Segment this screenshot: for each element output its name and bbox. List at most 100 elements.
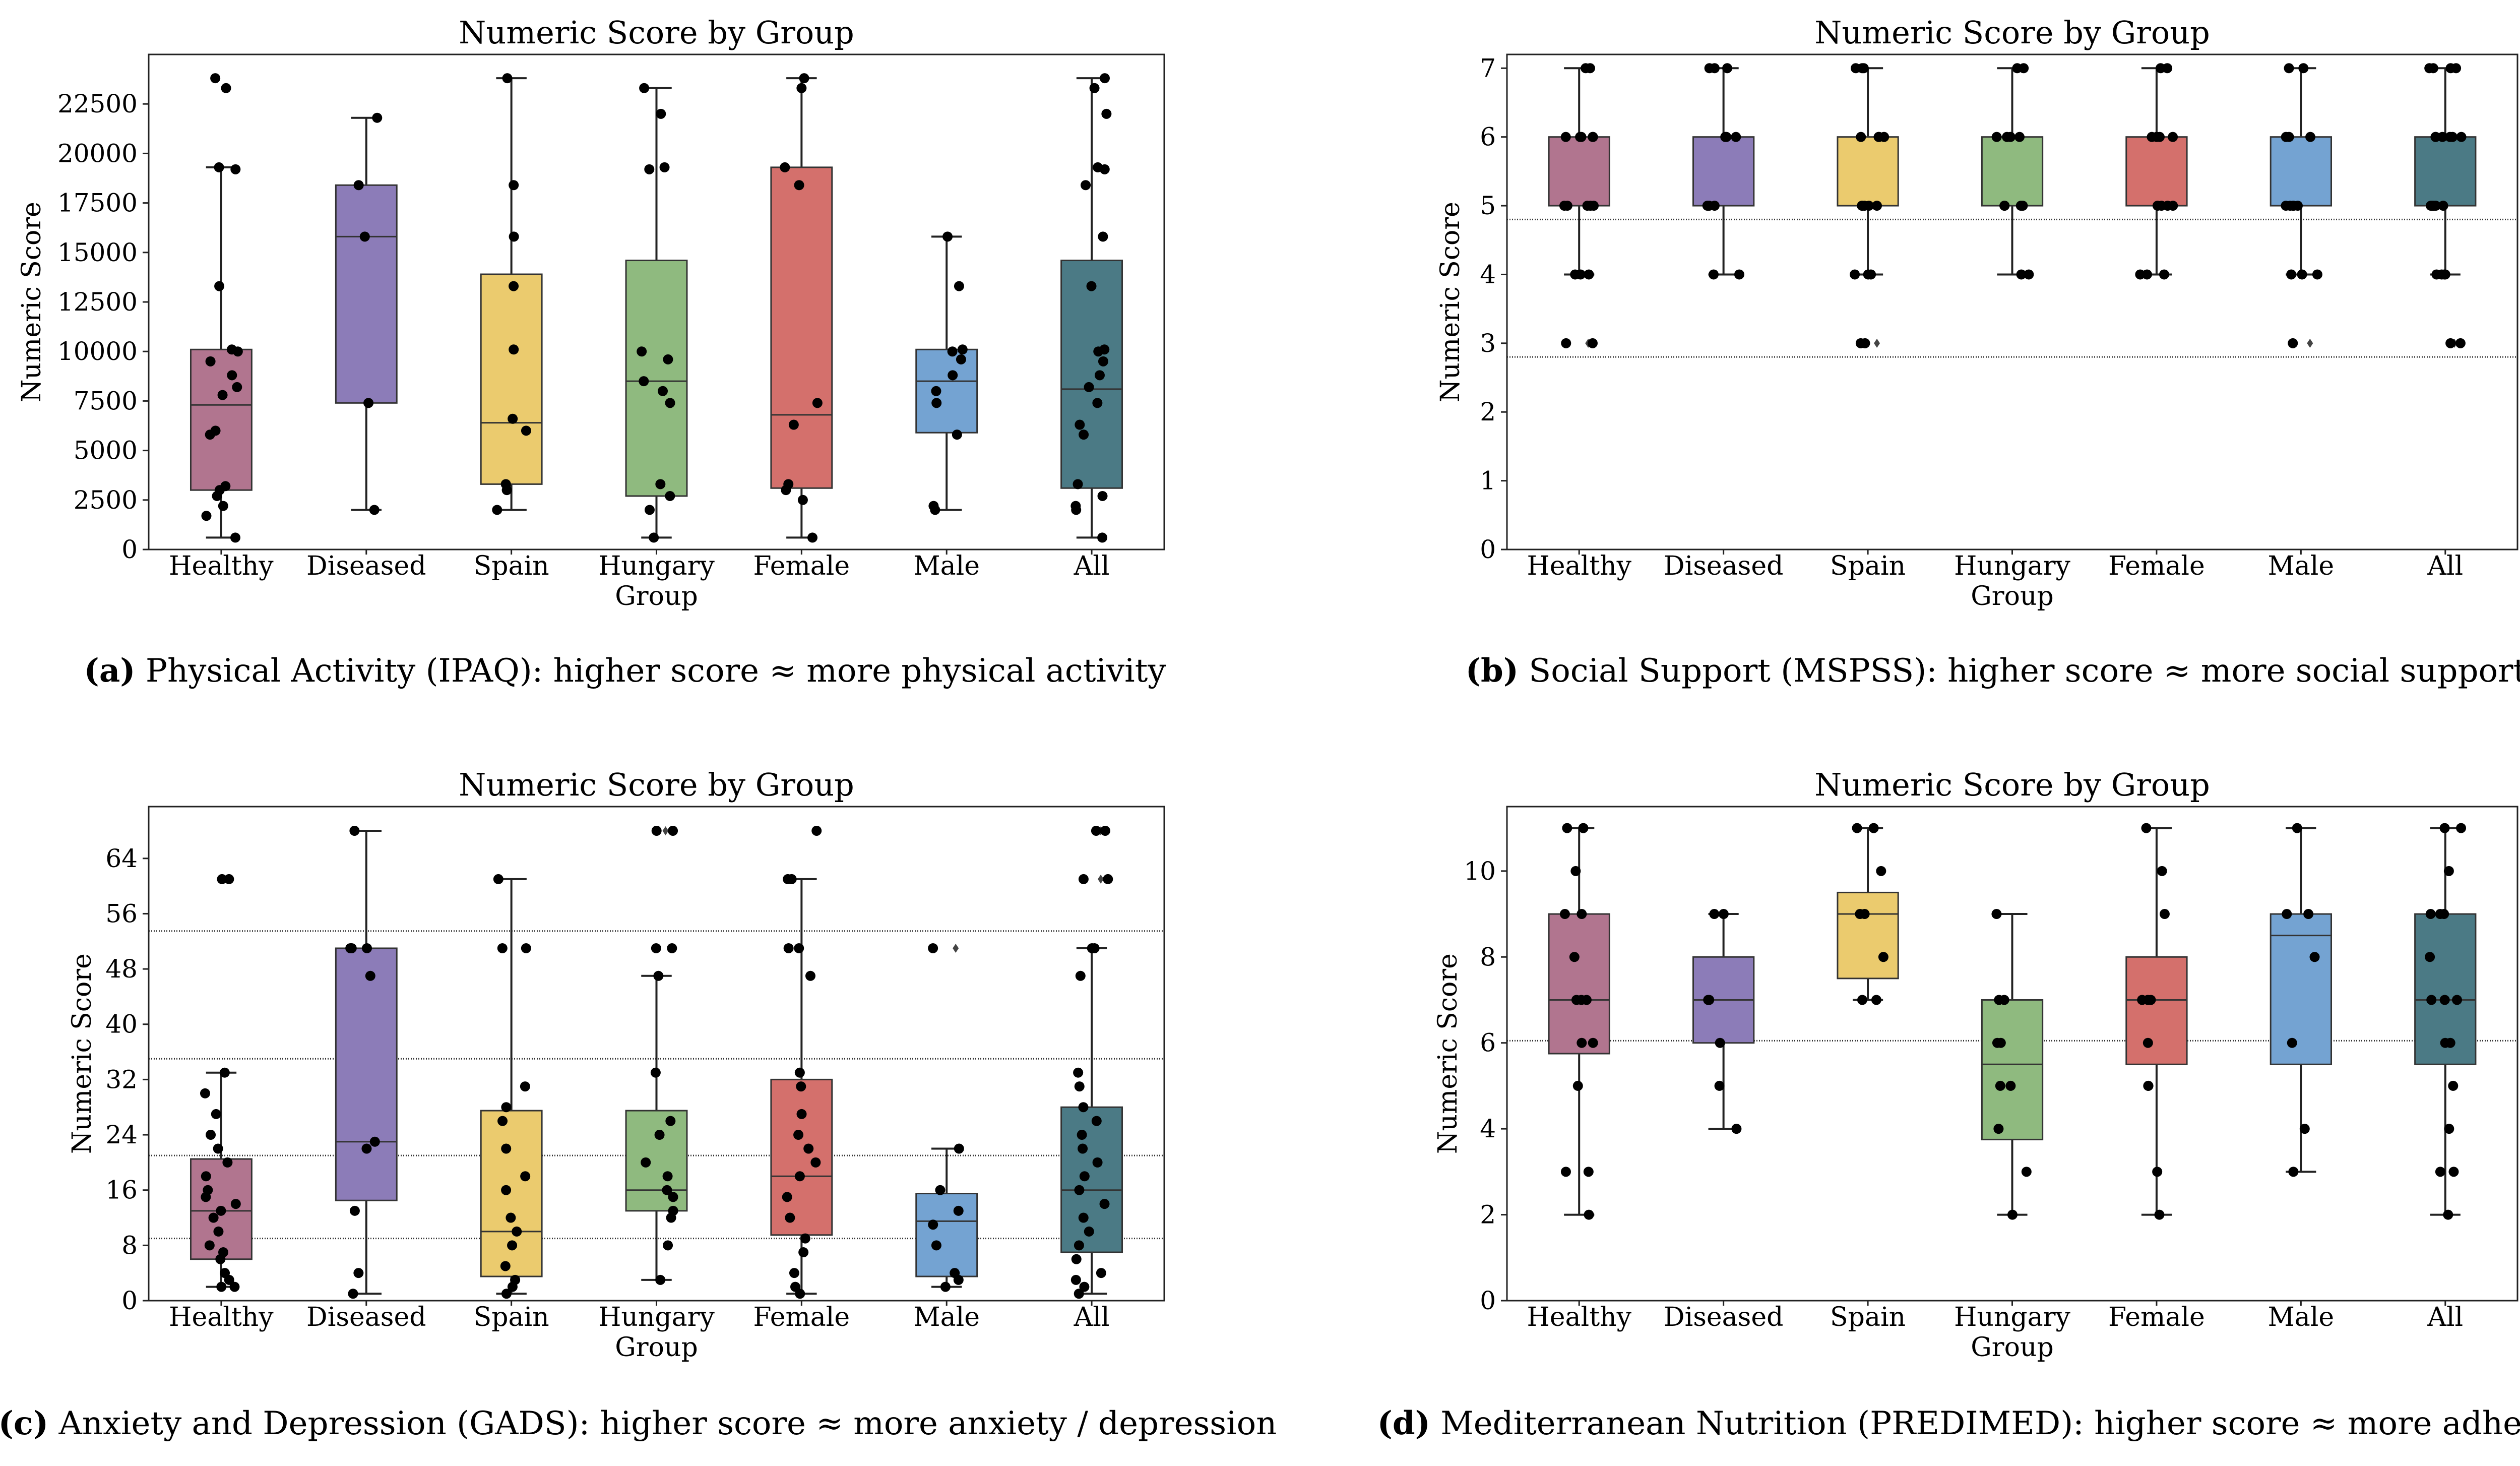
x-tick-label: Hungary xyxy=(1954,1302,2070,1332)
y-tick-label: 0 xyxy=(1480,1286,1496,1315)
data-point xyxy=(2299,1124,2310,1134)
iqr-box xyxy=(335,184,398,404)
data-point xyxy=(1092,398,1103,408)
data-point xyxy=(1101,108,1112,119)
chart-title-a: Numeric Score by Group xyxy=(459,14,854,51)
data-point xyxy=(2016,269,2027,280)
data-point xyxy=(2281,132,2291,142)
box-b-spain xyxy=(1837,63,1899,348)
iqr-box xyxy=(770,166,833,489)
data-point xyxy=(1074,1081,1085,1092)
data-point xyxy=(230,532,240,543)
data-point xyxy=(668,1205,678,1216)
data-point xyxy=(1099,73,1110,84)
data-point xyxy=(783,943,794,953)
x-tick-label: Diseased xyxy=(306,1302,426,1332)
y-tick-label: 10000 xyxy=(57,337,138,366)
data-point xyxy=(2426,995,2437,1005)
data-point xyxy=(1081,180,1091,191)
data-point xyxy=(780,162,790,172)
data-point xyxy=(947,346,958,357)
y-axis-label: Numeric Score xyxy=(17,202,47,402)
data-point xyxy=(210,425,221,436)
data-point xyxy=(2439,995,2450,1005)
data-point xyxy=(1856,132,1866,142)
data-point xyxy=(789,1268,799,1278)
data-point xyxy=(948,370,958,381)
x-tick-label: All xyxy=(2427,551,2463,581)
data-point xyxy=(220,481,231,492)
y-tick-label: 4 xyxy=(1480,260,1496,289)
data-point xyxy=(956,354,966,364)
data-point xyxy=(1103,874,1113,884)
box-c-female xyxy=(770,825,833,1299)
data-point xyxy=(782,1192,792,1202)
data-point xyxy=(796,1109,807,1119)
box-b-female xyxy=(2125,63,2188,280)
y-axis-label: Numeric Score xyxy=(1435,202,1466,402)
data-point xyxy=(665,1116,676,1126)
chart-title-d: Numeric Score by Group xyxy=(1814,766,2210,803)
data-point xyxy=(649,532,659,543)
data-point xyxy=(2439,269,2449,280)
data-point xyxy=(942,231,953,242)
data-point xyxy=(497,943,508,953)
data-point xyxy=(794,1067,805,1078)
y-tick-label: 0 xyxy=(1480,535,1496,564)
y-tick-label: 5 xyxy=(1480,191,1496,220)
data-point xyxy=(497,1116,508,1126)
data-point xyxy=(931,1240,941,1251)
plot-frame xyxy=(1506,53,2518,551)
y-tick-label: 6 xyxy=(1480,123,1496,152)
data-point xyxy=(1714,1080,1725,1091)
data-point xyxy=(928,501,939,511)
data-point xyxy=(2448,1080,2459,1091)
box-c-healthy xyxy=(190,874,253,1292)
data-point xyxy=(2141,823,2152,833)
data-point xyxy=(353,180,364,191)
data-point xyxy=(361,1143,372,1154)
data-point xyxy=(1857,995,1867,1005)
plot-frame xyxy=(148,806,1165,1302)
data-point xyxy=(521,425,531,436)
x-tick-label: Hungary xyxy=(598,1302,715,1332)
data-point xyxy=(2157,866,2167,876)
y-axis-label: Numeric Score xyxy=(67,953,97,1154)
caption-c: (c) Anxiety and Depression (GADS): highe… xyxy=(0,1404,1277,1442)
x-tick-label: Diseased xyxy=(306,551,426,581)
data-point xyxy=(1074,1240,1084,1251)
data-point xyxy=(1868,823,1879,833)
data-point xyxy=(211,1109,221,1119)
data-point xyxy=(520,1081,530,1092)
data-point xyxy=(1070,1274,1081,1285)
y-tick-label: 20000 xyxy=(57,139,138,168)
y-tick-label: 0 xyxy=(121,535,138,564)
data-point xyxy=(213,1226,224,1237)
data-point xyxy=(501,1102,512,1113)
iqr-box xyxy=(2270,136,2333,207)
data-point xyxy=(639,376,649,387)
data-point xyxy=(2147,132,2157,142)
data-point xyxy=(1585,63,1595,74)
y-tick-label: 2 xyxy=(1480,397,1496,426)
data-point xyxy=(224,874,234,884)
data-point xyxy=(796,83,807,93)
data-point xyxy=(667,943,677,953)
data-point xyxy=(500,1261,511,1271)
data-point xyxy=(659,162,670,172)
x-tick-label: All xyxy=(2427,1302,2463,1332)
data-point xyxy=(2152,1167,2163,1177)
data-point xyxy=(656,108,666,119)
caption-text: Mediterranean Nutrition (PREDIMED): high… xyxy=(1440,1405,2520,1442)
box-d-male xyxy=(2270,823,2333,1177)
y-tick-label: 7 xyxy=(1480,53,1496,83)
data-point xyxy=(957,344,968,355)
data-point xyxy=(204,1240,215,1251)
data-point xyxy=(2015,201,2026,211)
data-point xyxy=(2297,269,2307,280)
data-point xyxy=(662,1185,672,1195)
data-point xyxy=(1722,63,1733,74)
data-point xyxy=(644,164,655,174)
data-point xyxy=(2424,63,2435,74)
